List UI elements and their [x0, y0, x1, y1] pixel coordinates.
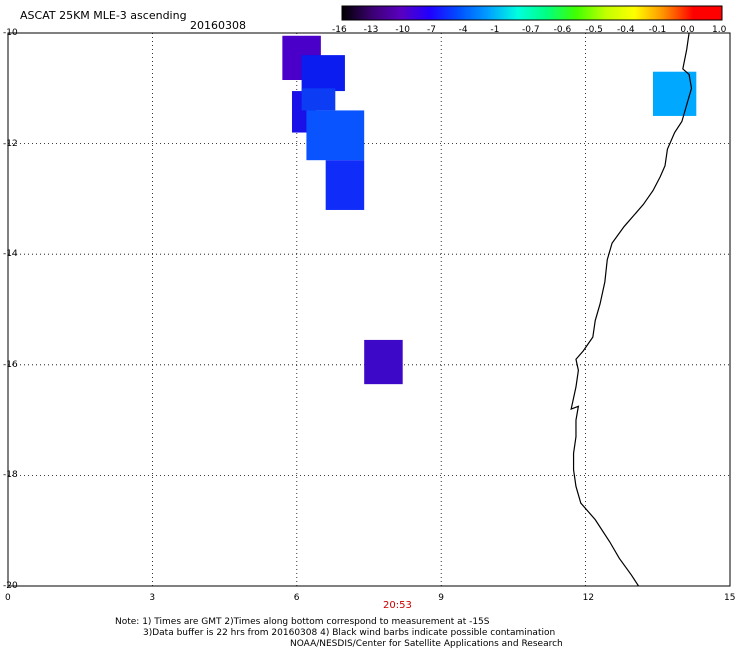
colorbar-tick-label: -7 — [427, 25, 436, 35]
colorbar-tick-label: 0.0 — [680, 25, 695, 35]
x-tick-label: 0 — [5, 593, 11, 603]
y-tick-label: -12 — [3, 138, 18, 149]
coastline — [570, 32, 693, 587]
colorbar-tick-label: -10 — [395, 25, 411, 35]
note-line-3: NOAA/NESDIS/Center for Satellite Applica… — [290, 639, 563, 649]
y-tick-label: -20 — [3, 581, 18, 591]
x-tick-label: 9 — [438, 593, 444, 603]
time-label: 20:53 — [383, 600, 412, 611]
colorbar-segment — [546, 6, 577, 20]
colorbar-segment — [605, 6, 635, 20]
colorbar-tick-label: -4 — [458, 25, 468, 35]
colorbar-tick-label: 1.0 — [712, 25, 727, 35]
x-tick-label: 6 — [293, 593, 300, 603]
map-date: 20160308 — [190, 19, 246, 32]
colorbar-frame — [341, 5, 723, 21]
scatterometer-cell — [306, 110, 365, 161]
x-tick-label: 12 — [582, 593, 595, 603]
y-tick-label: -16 — [3, 359, 18, 370]
colorbar — [341, 5, 723, 21]
scatterometer-cell — [301, 55, 345, 92]
colorbar-tick-label: -13 — [363, 25, 379, 35]
colorbar-segment — [429, 6, 460, 20]
y-tick-label: -10 — [3, 28, 18, 38]
scatterometer-cell — [652, 71, 697, 116]
map-title: ASCAT 25KM MLE-3 ascending — [20, 9, 187, 22]
note-line-1: Note: 1) Times are GMT 2)Times along bot… — [115, 617, 490, 627]
colorbar-segment — [634, 6, 665, 20]
y-tick-label: -14 — [3, 249, 18, 260]
x-tick-label: 15 — [724, 593, 736, 603]
x-tick-label: 3 — [149, 593, 156, 603]
colorbar-segment — [400, 6, 431, 20]
colorbar-tick-label: -0.6 — [553, 25, 572, 35]
colorbar-tick-label: -0.4 — [617, 25, 635, 35]
colorbar-segment — [488, 6, 518, 20]
colorbar-tick-label: -16 — [332, 25, 347, 35]
note-line-2: 3)Data buffer is 22 hrs from 20160308 4)… — [143, 628, 556, 638]
colorbar-tick-label: -0.5 — [585, 25, 603, 35]
colorbar-tick-label: -1 — [490, 25, 500, 35]
colorbar-segment — [458, 6, 489, 20]
colorbar-tick-label: -0.1 — [648, 25, 667, 35]
colorbar-segment — [692, 6, 723, 20]
colorbar-segment — [517, 6, 548, 20]
y-tick-label: -18 — [3, 470, 18, 481]
colorbar-segment — [371, 6, 401, 20]
scatterometer-cell — [325, 160, 365, 210]
scatterometer-cell — [301, 88, 336, 111]
plot-frame — [7, 32, 731, 587]
scatterometer-cell — [364, 339, 403, 385]
colorbar-segment — [342, 6, 372, 20]
data-cells — [282, 35, 697, 385]
colorbar-segment — [575, 6, 606, 20]
colorbar-tick-label: -0.7 — [522, 25, 540, 35]
colorbar-segment — [663, 6, 694, 20]
grid-lines — [8, 33, 730, 586]
